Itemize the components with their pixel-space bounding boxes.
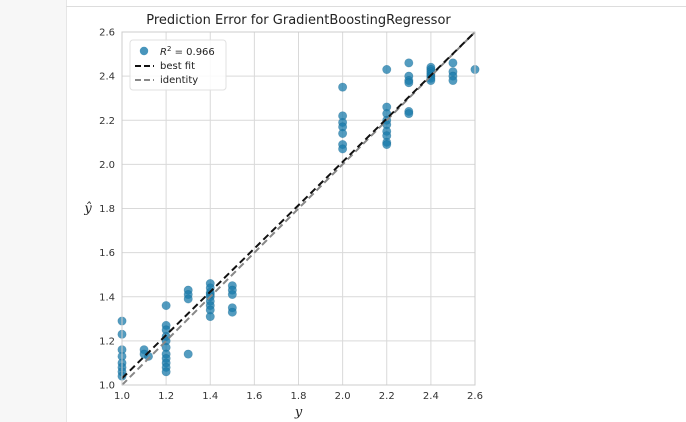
identity-line xyxy=(121,31,476,386)
y-tick-label: 1.6 xyxy=(99,248,115,259)
best-fit-line xyxy=(121,31,476,380)
y-tick-label: 2.0 xyxy=(99,160,115,171)
x-tick-label: 2.0 xyxy=(335,391,351,402)
cell-top-border xyxy=(66,6,686,7)
y-tick-label: 1.4 xyxy=(99,292,115,303)
data-point xyxy=(227,290,237,300)
legend-label-r2: R2 = 0.966 xyxy=(160,45,215,58)
y-tick-label: 2.2 xyxy=(99,116,115,127)
data-point xyxy=(183,349,193,359)
y-tick-label: 2.6 xyxy=(99,28,115,39)
data-point xyxy=(448,76,458,86)
x-tick-label: 1.6 xyxy=(246,391,262,402)
data-point xyxy=(227,307,237,317)
y-tick-labels: 1.0 1.2 1.4 1.6 1.8 2.0 2.2 2.4 2.6 xyxy=(99,28,115,392)
x-tick-label: 1.0 xyxy=(114,391,130,402)
legend-r-superscript: 2 xyxy=(167,45,171,53)
plot-frame xyxy=(121,31,476,386)
y-tick-label: 1.8 xyxy=(99,204,115,215)
x-tick-label: 2.2 xyxy=(379,391,395,402)
legend-r-symbol: R xyxy=(160,47,167,58)
y-tick-label: 1.0 xyxy=(99,381,115,392)
data-point xyxy=(382,65,392,75)
x-tick-labels: 1.0 1.2 1.4 1.6 1.8 2.0 2.2 2.4 2.6 xyxy=(114,391,483,402)
y-tick-label: 1.2 xyxy=(99,336,115,347)
data-point xyxy=(404,78,414,88)
data-point xyxy=(161,367,171,377)
data-point xyxy=(382,140,392,150)
data-point xyxy=(404,58,414,68)
data-point xyxy=(338,128,348,138)
y-axis-label: ŷ xyxy=(83,202,92,217)
x-tick-label: 1.8 xyxy=(291,391,307,402)
legend-marker xyxy=(139,46,149,56)
data-point xyxy=(161,301,171,311)
legend-label-best-fit: best fit xyxy=(160,61,195,72)
x-tick-label: 1.4 xyxy=(202,391,218,402)
data-point xyxy=(338,82,348,92)
x-tick-label: 2.6 xyxy=(467,391,483,402)
data-point xyxy=(448,58,458,68)
y-tick-label: 2.4 xyxy=(99,72,115,83)
chart-title: Prediction Error for GradientBoostingReg… xyxy=(146,13,451,28)
data-point xyxy=(183,294,193,304)
x-axis-label: y xyxy=(294,405,303,420)
legend-r-value: = 0.966 xyxy=(171,47,214,58)
data-point xyxy=(338,144,348,154)
legend: R2 = 0.966 best fit identity xyxy=(129,39,227,91)
data-point xyxy=(404,109,414,119)
data-point xyxy=(205,312,215,322)
legend-label-identity: identity xyxy=(160,75,198,86)
reference-lines xyxy=(121,31,476,386)
legend-box xyxy=(129,39,227,91)
x-tick-label: 1.2 xyxy=(158,391,174,402)
x-tick-label: 2.4 xyxy=(423,391,439,402)
notebook-gutter xyxy=(0,0,67,422)
